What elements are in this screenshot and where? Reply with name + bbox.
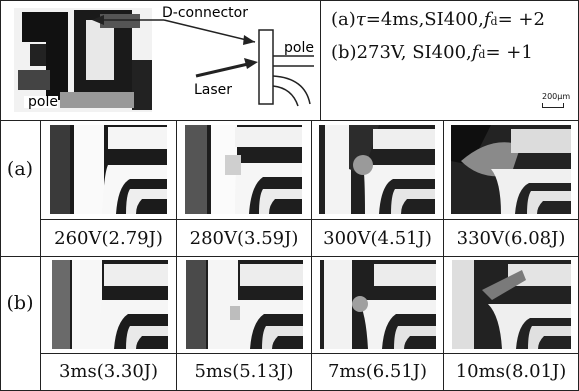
photo-arrow-head [92, 15, 104, 25]
condition-suffix: = +2 [497, 9, 545, 30]
condition-suffix: = +1 [485, 42, 533, 63]
weld-photo-b2 [186, 260, 303, 349]
caption-b1: 3ms(3.30J) [58, 361, 159, 382]
connector-label: D-connector [162, 5, 248, 21]
scale-bar-line [542, 103, 564, 108]
setup-schematic: pole D-connector pole Laser [0, 0, 320, 120]
caption-b4: 10ms(8.01J) [455, 361, 567, 382]
caption-a4: 330V(6.08J) [456, 228, 566, 249]
divider-header-vertical [320, 0, 321, 120]
row-label-a: (a) [6, 158, 34, 180]
frame-left [0, 0, 1, 391]
scale-bar-label: 200μm [542, 92, 571, 101]
divider-rows [0, 256, 579, 257]
laser-arrow-head [244, 58, 258, 69]
weld-photo-a4 [451, 125, 571, 214]
pole-label-right: pole [284, 40, 314, 56]
weld-photo-b3 [320, 260, 436, 349]
condition-param-subscript: d [478, 48, 486, 61]
divider-col-1 [176, 120, 177, 391]
pole-label-left: pole [28, 94, 58, 110]
divider-header [0, 120, 579, 121]
laser-label: Laser [194, 82, 232, 98]
caption-a3: 300V(4.51J) [323, 228, 432, 249]
weld-photo-a2 [185, 125, 302, 214]
condition-text: 273V, SI400, [356, 42, 472, 63]
weld-photo-a3 [319, 125, 435, 214]
caption-b3: 7ms(6.51J) [327, 361, 428, 382]
weld-photo-b4 [452, 260, 571, 349]
condition-symbol: τ [355, 9, 366, 30]
scale-bar: 200μm [542, 92, 570, 108]
weld-photo-b1 [52, 260, 168, 349]
divider-col-2 [311, 120, 312, 391]
weld-photo-a1 [50, 125, 167, 214]
condition-param-subscript: d [490, 15, 498, 28]
divider-row-a-caption [40, 219, 579, 220]
connector-arrow-head [243, 35, 255, 45]
caption-a2: 280V(3.59J) [189, 228, 299, 249]
frame-top [0, 0, 579, 1]
condition-prefix: (b) [331, 42, 357, 63]
divider-col-3 [443, 120, 444, 391]
condition-param: f [483, 9, 491, 30]
divider-row-b-caption [40, 353, 579, 354]
condition-param: f [471, 42, 479, 63]
setup-diagram [98, 19, 314, 107]
caption-a1: 260V(2.79J) [54, 228, 163, 249]
caption-b2: 5ms(5.13J) [194, 361, 294, 382]
condition-prefix: (a) [331, 9, 356, 30]
condition-text: =4ms,SI400, [365, 9, 484, 30]
row-label-b: (b) [6, 292, 34, 314]
divider-label-column [40, 120, 41, 391]
setup-photo [14, 8, 152, 112]
